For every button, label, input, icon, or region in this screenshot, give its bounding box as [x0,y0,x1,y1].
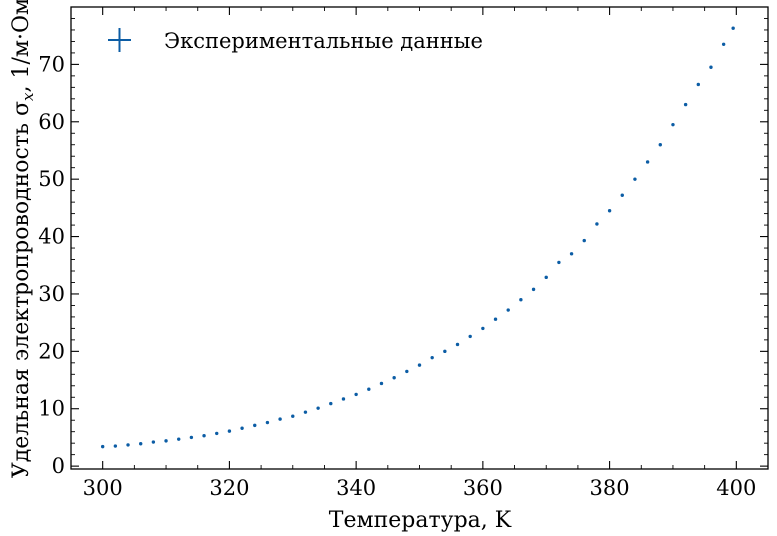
y-axis-label-subscript: x [19,92,37,101]
data-point [607,209,612,213]
y-axis-label: Удельная электропроводность σx, 1/м·Ом [9,0,37,478]
data-point [633,177,637,181]
data-point [316,406,320,410]
data-point [392,376,396,380]
data-point [443,349,447,354]
x-tick-label: 400 [716,476,756,500]
y-tick-label: 20 [38,339,65,363]
y-tick-label: 40 [38,225,65,249]
legend-label: Экспериментальные данные [164,29,483,53]
data-point [658,143,662,147]
data-point [113,444,118,448]
data-point [253,423,257,428]
data-point [683,102,688,107]
data-point [481,326,485,331]
y-tick-label: 10 [38,397,65,421]
x-tick-label: 300 [83,476,123,500]
data-point [557,260,561,265]
data-point [595,222,599,226]
y-tick-label: 30 [38,282,65,306]
ticks-layer: 300 320 340 360 380 400 0 10 20 30 40 50 60 70 [38,6,769,500]
data-point [164,439,168,443]
data-point [303,410,308,414]
x-tick-label: 340 [336,476,376,500]
data-point [430,355,434,360]
legend-marker-icon [108,28,131,52]
data-point [468,334,472,339]
data-point [544,275,548,280]
y-tick-label: 50 [38,167,65,191]
data-point [671,122,675,127]
data-point [531,287,536,292]
data-point [721,42,726,47]
x-tick-label: 360 [463,476,503,500]
x-axis-label: Температура, K [329,508,512,533]
data-point [291,414,295,418]
plot-layer [100,26,735,449]
data-point [620,193,624,197]
data-point [569,252,574,256]
data-point [126,443,130,447]
data-point [100,444,105,449]
data-point [227,429,232,433]
data-point [202,434,206,438]
y-tick-label: 60 [38,110,65,134]
data-point [240,426,244,430]
data-point [215,431,219,436]
data-point [405,369,409,374]
data-point [151,440,156,444]
data-point [519,297,523,302]
data-point [731,26,735,30]
data-point [341,397,346,401]
data-point [417,363,422,367]
y-tick-label: 0 [52,454,65,478]
data-point [177,437,181,441]
data-point [582,238,586,243]
data-point [506,308,510,312]
data-point [367,387,371,391]
data-point [696,82,700,87]
y-tick-label: 70 [38,52,65,76]
data-point [709,65,713,69]
data-point [354,392,358,397]
data-point [379,381,384,386]
legend: Экспериментальные данные [108,28,483,53]
plot-frame [70,6,769,470]
data-point [329,401,333,406]
data-point [139,442,143,446]
x-tick-label: 320 [209,476,249,500]
data-point [278,417,282,421]
data-point [189,435,194,440]
data-point [493,317,498,321]
y-axis-label-unit: , 1/м·Ом [9,0,34,92]
data-point [265,420,270,425]
data-point [455,342,460,347]
y-axis-label-main: Удельная электропроводность σ [9,101,34,478]
data-point [645,160,650,164]
x-tick-label: 380 [590,476,630,500]
